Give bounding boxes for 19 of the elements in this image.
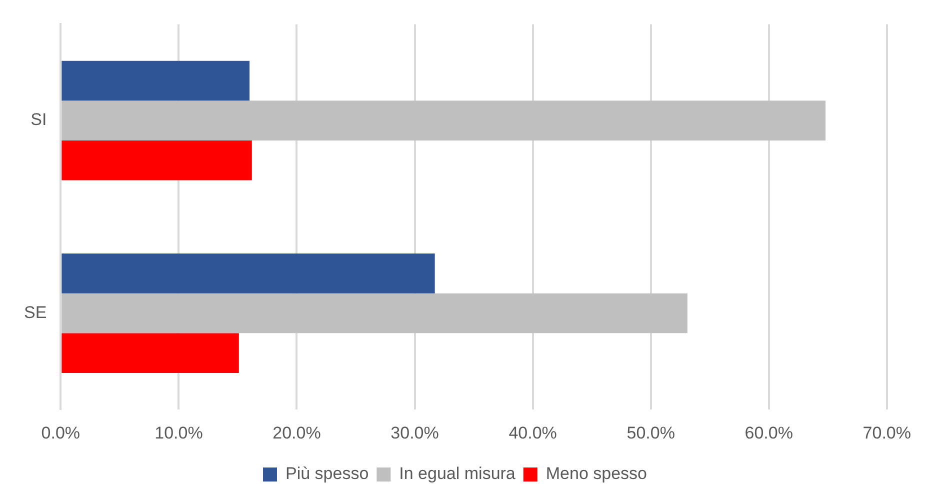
legend-label: In egual misura (399, 464, 516, 484)
y-tick-label: SI (30, 110, 47, 130)
legend-label: Meno spesso (546, 464, 648, 484)
x-tick-label: 20.0% (272, 423, 321, 442)
x-tick-label: 70.0% (862, 423, 911, 442)
x-tick-label: 60.0% (744, 423, 793, 442)
legend-label: Più spesso (286, 464, 369, 484)
bar (62, 100, 826, 140)
x-tick-label: 10.0% (154, 423, 203, 442)
bar (62, 254, 435, 294)
bar (62, 293, 688, 334)
x-tick-label: 40.0% (508, 423, 557, 442)
x-tick-label: 0.0% (41, 423, 80, 442)
bar (62, 333, 239, 373)
x-tick-label: 30.0% (390, 423, 439, 442)
x-tick-label: 50.0% (626, 423, 675, 442)
y-tick-label: SE (24, 302, 47, 322)
bar (62, 140, 252, 180)
bar (62, 60, 250, 101)
